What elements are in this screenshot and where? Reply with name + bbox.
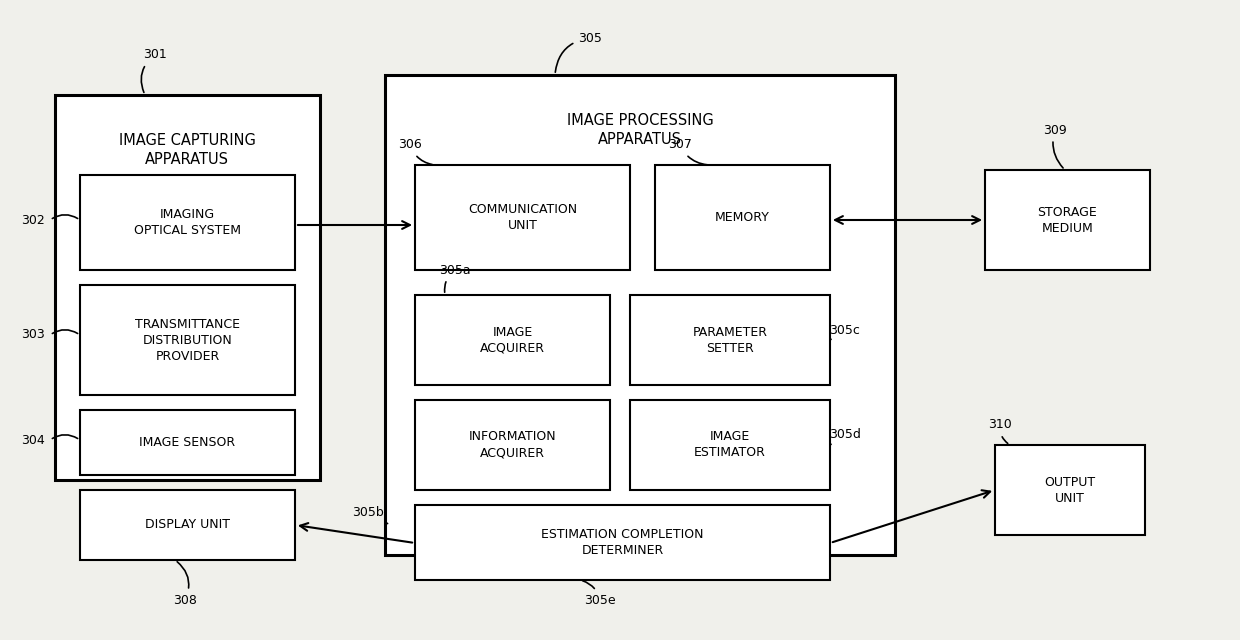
Bar <box>81 410 295 475</box>
Bar <box>415 295 610 385</box>
Text: IMAGE
ACQUIRER: IMAGE ACQUIRER <box>480 326 546 355</box>
Text: TRANSMITTANCE
DISTRIBUTION
PROVIDER: TRANSMITTANCE DISTRIBUTION PROVIDER <box>135 317 241 362</box>
Text: IMAGE CAPTURING
APPARATUS: IMAGE CAPTURING APPARATUS <box>119 133 255 167</box>
Bar <box>985 170 1149 270</box>
Text: 303: 303 <box>21 328 45 342</box>
Bar <box>81 490 295 560</box>
Bar <box>415 400 610 490</box>
Text: 305e: 305e <box>583 580 616 607</box>
Text: STORAGE
MEDIUM: STORAGE MEDIUM <box>1038 205 1097 234</box>
Text: 302: 302 <box>21 214 45 227</box>
Text: 301: 301 <box>141 49 167 92</box>
Bar <box>55 95 320 480</box>
Bar <box>655 165 830 270</box>
Text: 305: 305 <box>556 31 601 72</box>
Text: 307: 307 <box>668 138 707 164</box>
Text: ESTIMATION COMPLETION
DETERMINER: ESTIMATION COMPLETION DETERMINER <box>541 528 704 557</box>
Text: 305c: 305c <box>830 323 861 340</box>
Bar <box>994 445 1145 535</box>
Text: 305b: 305b <box>352 506 388 524</box>
Text: DISPLAY UNIT: DISPLAY UNIT <box>145 518 229 531</box>
Text: 306: 306 <box>398 138 433 164</box>
Text: PARAMETER
SETTER: PARAMETER SETTER <box>692 326 768 355</box>
Text: IMAGE PROCESSING
APPARATUS: IMAGE PROCESSING APPARATUS <box>567 113 713 147</box>
Bar <box>630 400 830 490</box>
Text: IMAGE
ESTIMATOR: IMAGE ESTIMATOR <box>694 431 766 460</box>
Text: INFORMATION
ACQUIRER: INFORMATION ACQUIRER <box>469 431 557 460</box>
Bar <box>415 165 630 270</box>
Text: 309: 309 <box>1043 124 1066 168</box>
Bar <box>81 285 295 395</box>
Text: 308: 308 <box>174 562 197 607</box>
Text: 305a: 305a <box>439 264 471 292</box>
Text: MEMORY: MEMORY <box>715 211 770 224</box>
Text: COMMUNICATION
UNIT: COMMUNICATION UNIT <box>467 203 577 232</box>
Text: OUTPUT
UNIT: OUTPUT UNIT <box>1044 476 1096 504</box>
Bar <box>415 505 830 580</box>
Bar <box>630 295 830 385</box>
Text: 304: 304 <box>21 433 45 447</box>
Bar <box>81 175 295 270</box>
Text: 305d: 305d <box>830 429 861 445</box>
Text: IMAGE SENSOR: IMAGE SENSOR <box>139 436 236 449</box>
Text: 310: 310 <box>988 419 1012 444</box>
Bar <box>384 75 895 555</box>
Text: IMAGING
OPTICAL SYSTEM: IMAGING OPTICAL SYSTEM <box>134 208 241 237</box>
